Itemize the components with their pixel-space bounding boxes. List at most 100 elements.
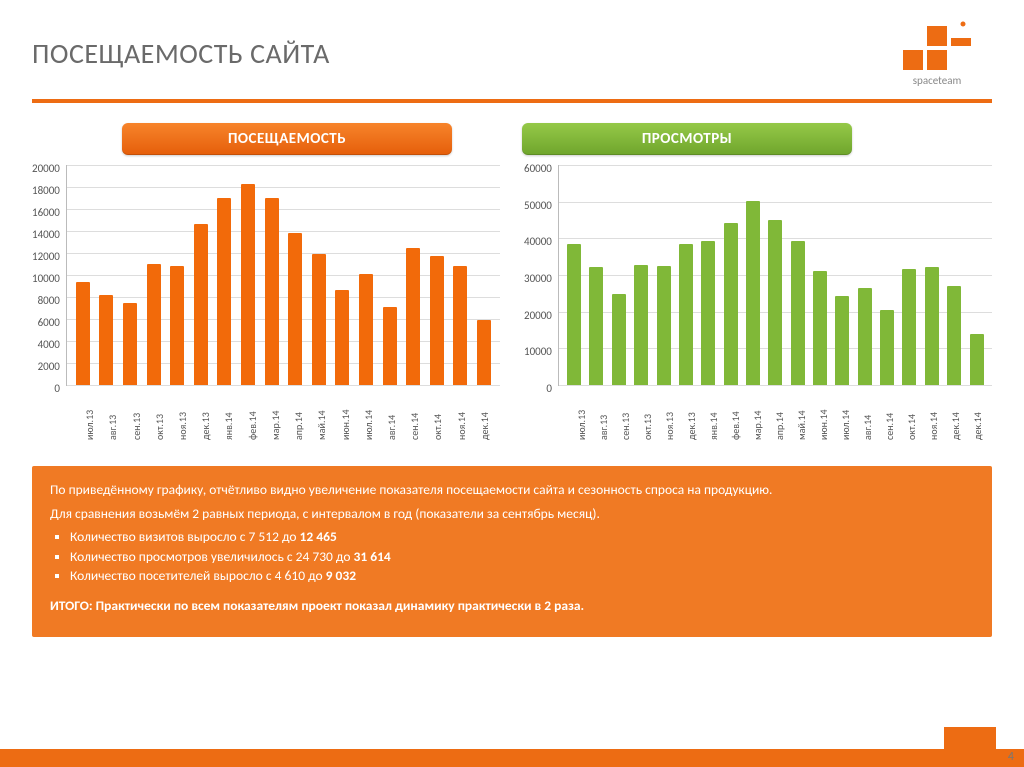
bars xyxy=(67,165,500,385)
x-tick-label: сен.14 xyxy=(883,390,896,440)
bar xyxy=(634,265,648,385)
divider xyxy=(32,99,992,103)
x-tick-label: янв.14 xyxy=(222,390,235,440)
bar xyxy=(147,264,161,385)
plot-area xyxy=(66,165,500,386)
x-axis: июл.13 авг.13 сен.13 окт.13 ноя.13 дек.13 янв.… xyxy=(566,386,992,440)
x-tick-label: май.14 xyxy=(315,390,328,440)
x-tick-label: фев.14 xyxy=(729,390,742,440)
note-line: По приведённому графику, отчётливо видно… xyxy=(50,480,974,500)
x-tick-label: дек.13 xyxy=(199,390,212,440)
badge-visits: ПОСЕЩАЕМОСТЬ xyxy=(122,123,452,155)
brand-logo: spaceteam xyxy=(882,20,992,87)
x-tick-label: июн.14 xyxy=(339,390,352,440)
header-row: ПОСЕЩАЕМОСТЬ САЙТА spaceteam xyxy=(32,20,992,87)
x-tick-label: авг.13 xyxy=(597,390,610,440)
bar xyxy=(335,290,349,385)
bar xyxy=(902,269,916,385)
bar xyxy=(679,244,693,385)
charts-row: 0200040006000800010000120001400016000180… xyxy=(32,165,992,440)
bar xyxy=(241,184,255,385)
bar xyxy=(194,224,208,385)
x-tick-label: ноя.13 xyxy=(663,390,676,440)
bar xyxy=(312,254,326,385)
footer-strip xyxy=(0,749,1024,767)
note-bullet: Количество просмотров увеличилось с 24 7… xyxy=(70,547,974,567)
plot-area xyxy=(558,165,992,386)
page-number: 4 xyxy=(1008,750,1014,764)
bar xyxy=(76,282,90,385)
bar xyxy=(657,266,671,385)
bar xyxy=(701,241,715,385)
x-tick-label: окт.13 xyxy=(641,390,654,440)
x-tick-label: июл.13 xyxy=(575,390,588,440)
note-bullets: Количество визитов выросло с 7 512 до 12… xyxy=(50,527,974,586)
x-tick-label: апр.14 xyxy=(292,390,305,440)
bar xyxy=(589,267,603,385)
x-tick-label: мар.14 xyxy=(269,390,282,440)
x-tick-label: окт.14 xyxy=(431,390,444,440)
slide: ПОСЕЩАЕМОСТЬ САЙТА spaceteam ПОСЕЩАЕМОСТ… xyxy=(0,0,1024,767)
x-tick-label: июл.14 xyxy=(362,390,375,440)
bar xyxy=(858,288,872,385)
x-tick-label: сен.13 xyxy=(130,390,143,440)
x-tick-label: авг.14 xyxy=(385,390,398,440)
x-tick-label: окт.14 xyxy=(905,390,918,440)
notes-panel: По приведённому графику, отчётливо видно… xyxy=(32,466,992,637)
notes-content: По приведённому графику, отчётливо видно… xyxy=(32,466,992,637)
badge-views: ПРОСМОТРЫ xyxy=(522,123,852,155)
page-title: ПОСЕЩАЕМОСТЬ САЙТА xyxy=(32,36,330,71)
bar xyxy=(791,241,805,385)
x-tick-label: янв.14 xyxy=(707,390,720,440)
bar xyxy=(359,274,373,385)
bar xyxy=(746,201,760,385)
brand-mark-icon xyxy=(903,20,971,72)
bar xyxy=(99,295,113,385)
x-tick-label: дек.14 xyxy=(949,390,962,440)
x-tick-label: апр.14 xyxy=(773,390,786,440)
bar xyxy=(288,233,302,385)
bar xyxy=(217,198,231,385)
bar xyxy=(947,286,961,385)
x-tick-label: май.14 xyxy=(795,390,808,440)
x-tick-label: сен.14 xyxy=(408,390,421,440)
bar xyxy=(925,267,939,385)
x-tick-label: дек.14 xyxy=(478,390,491,440)
x-tick-label: июл.13 xyxy=(83,390,96,440)
note-bullet: Количество посетителей выросло с 4 610 д… xyxy=(70,566,974,586)
note-bullet: Количество визитов выросло с 7 512 до 12… xyxy=(70,527,974,547)
bar xyxy=(970,334,984,385)
bar xyxy=(453,266,467,385)
bar xyxy=(123,303,137,386)
x-tick-label: сен.13 xyxy=(619,390,632,440)
chart-visits: 0200040006000800010000120001400016000180… xyxy=(32,165,500,440)
bar xyxy=(813,271,827,385)
bars xyxy=(559,165,992,385)
note-line: Для сравнения возьмём 2 равных периода, … xyxy=(50,504,974,524)
bar xyxy=(612,294,626,385)
brand-wordmark: spaceteam xyxy=(913,74,962,87)
x-tick-label: мар.14 xyxy=(751,390,764,440)
x-tick-label: ноя.14 xyxy=(927,390,940,440)
note-total: ИТОГО: Практически по всем показателям п… xyxy=(50,596,974,616)
x-tick-label: июн.14 xyxy=(817,390,830,440)
x-tick-label: фев.14 xyxy=(246,390,259,440)
x-tick-label: ноя.14 xyxy=(455,390,468,440)
bar xyxy=(768,220,782,385)
bar xyxy=(170,266,184,385)
bar xyxy=(383,307,397,385)
bar xyxy=(880,310,894,385)
bar xyxy=(724,223,738,385)
bar xyxy=(265,198,279,385)
x-tick-label: окт.13 xyxy=(153,390,166,440)
x-tick-label: июл.14 xyxy=(839,390,852,440)
badges-row: ПОСЕЩАЕМОСТЬ ПРОСМОТРЫ xyxy=(122,123,992,155)
bar xyxy=(835,296,849,385)
y-axis: 0100002000030000400005000060000 xyxy=(524,165,558,385)
y-axis: 0200040006000800010000120001400016000180… xyxy=(32,165,66,385)
chart-views: 0100002000030000400005000060000 июл.13 авг… xyxy=(524,165,992,440)
x-tick-label: дек.14 xyxy=(971,390,984,440)
x-axis: июл.13авг.13сен.13окт.13ноя.13дек.13янв.… xyxy=(74,386,500,440)
x-tick-label: авг.14 xyxy=(861,390,874,440)
x-tick-label: дек.13 xyxy=(685,390,698,440)
